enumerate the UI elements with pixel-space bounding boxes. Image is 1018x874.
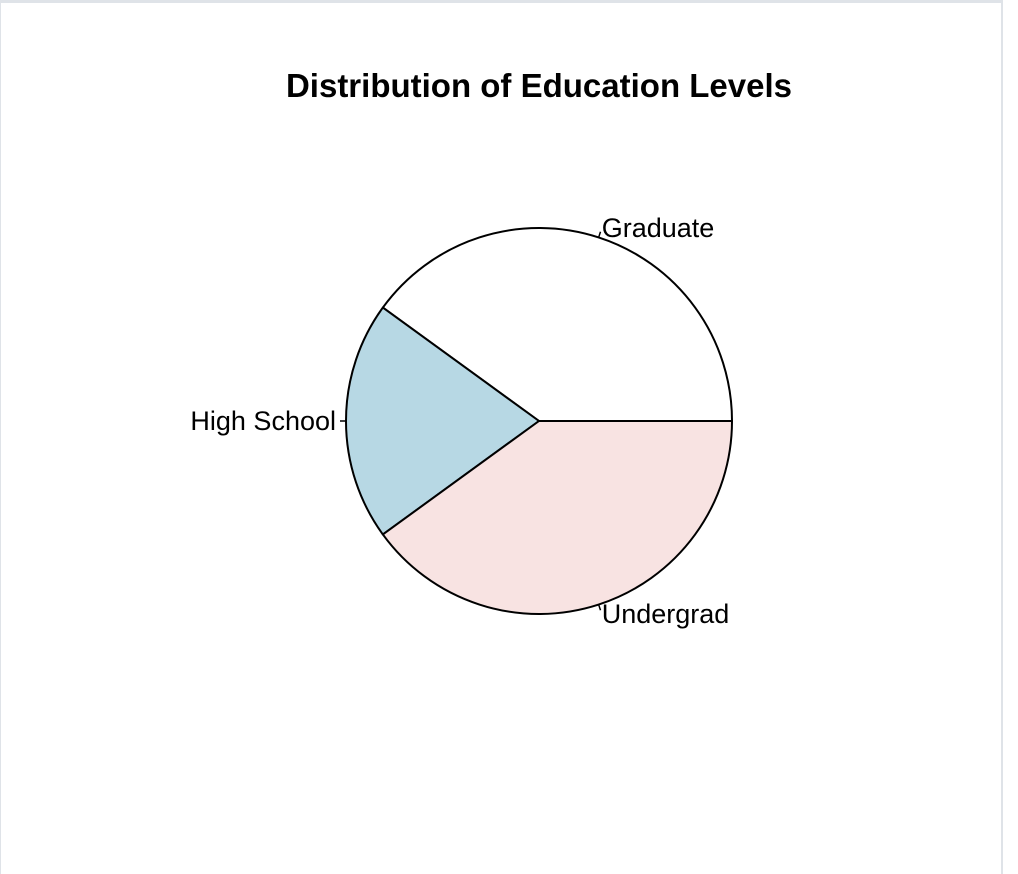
- leader-line-undergrad: [597, 604, 602, 611]
- panel-left-border: [0, 0, 1, 874]
- slice-label-graduate: Graduate: [602, 213, 715, 243]
- chart-title: Distribution of Education Levels: [286, 67, 792, 104]
- leader-line-graduate: [597, 231, 602, 238]
- slice-label-undergrad: Undergrad: [602, 599, 730, 629]
- label-leader-lines: [340, 231, 602, 611]
- panel-top-border: [0, 0, 1003, 3]
- slice-label-high-school: High School: [190, 406, 336, 436]
- slice-labels: Graduate High School Undergrad: [190, 213, 729, 629]
- pie-slice-high-school: [345, 306, 540, 536]
- panel-right-border: [1001, 0, 1003, 874]
- pie-slices: [345, 227, 733, 615]
